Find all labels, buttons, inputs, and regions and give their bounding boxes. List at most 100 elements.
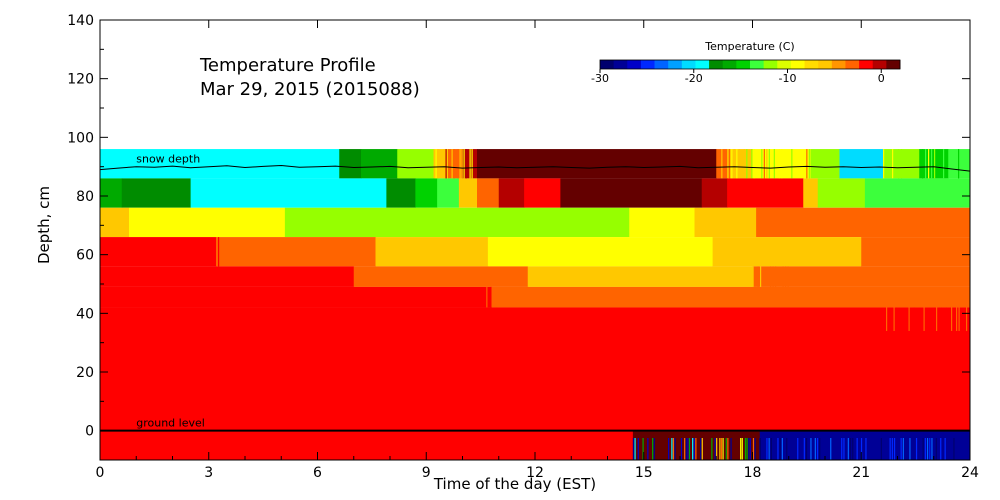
heatmap-cell [433, 149, 449, 179]
heatmap-stripe [653, 438, 655, 460]
heatmap-stripe [770, 438, 772, 460]
colorbar-tick-label: -20 [685, 72, 703, 85]
heatmap-stripe [785, 266, 787, 287]
heatmap-cell [524, 178, 561, 208]
colorbar-swatch [627, 60, 642, 69]
x-axis-title: Time of the day (EST) [433, 475, 596, 493]
x-tick-label: 6 [313, 465, 322, 481]
colorbar-swatch [750, 60, 765, 69]
heatmap-stripe [830, 438, 832, 460]
heatmap-cell [458, 178, 478, 208]
y-tick-label: 20 [76, 365, 94, 381]
heatmap-stripe [714, 438, 716, 460]
transition-stripes [218, 149, 968, 460]
heatmap-stripe [642, 438, 644, 460]
heatmap-stripe [966, 438, 968, 460]
heatmap-stripe [740, 438, 742, 460]
heatmap-cell [948, 149, 971, 179]
heatmap-stripe [692, 438, 694, 460]
heatmap-stripe [711, 438, 713, 460]
heatmap-cell [100, 237, 217, 267]
heatmap-stripe [896, 307, 898, 331]
heatmap-stripe [935, 438, 937, 460]
chart-title: Temperature Profile [199, 55, 376, 76]
heatmap-stripe [685, 438, 687, 460]
heatmap-cell [129, 207, 286, 238]
heatmap-stripe [763, 149, 765, 179]
x-tick-label: 15 [635, 465, 653, 481]
heatmap-stripe [893, 438, 896, 460]
y-tick-label: 40 [76, 306, 94, 322]
heatmap-stripe [712, 438, 715, 460]
heatmap-stripe [768, 149, 770, 179]
colorbar-label: Temperature (C) [704, 40, 794, 53]
heatmap-stripe [926, 438, 929, 460]
heatmap-stripe [806, 149, 808, 179]
heatmap-stripe [933, 307, 935, 331]
heatmap-stripe [843, 438, 845, 460]
heatmap-cell [100, 286, 492, 308]
heatmap-stripe [695, 438, 697, 460]
heatmap-stripe [753, 149, 755, 179]
colorbar-swatch [640, 60, 655, 69]
heatmap-stripe [891, 438, 893, 460]
x-tick-label: 24 [961, 465, 979, 481]
heatmap-stripe [730, 438, 732, 460]
heatmap-stripe [471, 149, 473, 179]
heatmap-stripe [435, 149, 437, 179]
heatmap-stripe [778, 149, 780, 179]
y-tick-label: 0 [85, 424, 94, 440]
heatmap-cell [727, 178, 804, 208]
heatmap-cell [712, 237, 862, 267]
heatmap-stripe [880, 438, 882, 460]
x-axis: 0 3 6 9 12 15 18 21 24 [96, 20, 979, 481]
heatmap-stripe [797, 438, 799, 460]
heatmap-stripe [743, 438, 745, 460]
heatmap-stripe [958, 149, 960, 179]
heatmap-cell [284, 207, 630, 238]
heatmap-stripe [915, 438, 918, 460]
x-tick-label: 12 [526, 465, 544, 481]
heatmap-stripe [814, 438, 816, 460]
heatmap-stripe [925, 149, 927, 179]
heatmap-stripe [459, 149, 461, 179]
colorbar-swatch [600, 60, 615, 69]
heatmap-stripe [805, 438, 808, 460]
heatmap-stripe [942, 438, 944, 460]
heatmap-stripe [451, 149, 453, 179]
colorbar-swatch [709, 60, 724, 69]
heatmap-stripe [940, 438, 942, 460]
heatmap-stripe [722, 438, 724, 460]
heatmap-cell [701, 178, 728, 208]
heatmap-stripe [453, 149, 455, 179]
heatmap-stripe [772, 266, 774, 287]
heatmap-cell [817, 178, 866, 208]
y-tick-label: 120 [67, 72, 94, 88]
heatmap-stripe [860, 438, 863, 460]
heatmap-stripe [913, 307, 915, 331]
heatmap-stripe [751, 149, 753, 179]
heatmap-stripe [680, 438, 683, 460]
colorbar-tick-label: 0 [878, 72, 885, 85]
heatmap-stripe [748, 438, 750, 460]
heatmap-cell [375, 237, 489, 267]
heatmap-stripe [849, 438, 852, 460]
colorbar: -30 -20 -10 0 [591, 59, 901, 85]
heatmap-cell [361, 149, 398, 179]
heatmap-stripe [496, 286, 498, 308]
heatmap-stripe [941, 307, 943, 331]
colorbar-swatch [872, 60, 887, 69]
heatmap-stripe [457, 149, 459, 179]
heatmap-stripe [856, 438, 858, 460]
heatmap-stripe [218, 237, 220, 267]
heatmap-stripe [725, 438, 727, 460]
heatmap-stripe [852, 438, 854, 460]
heatmap-cell [397, 149, 434, 179]
snow-depth-line [99, 164, 971, 172]
heatmap-stripe [854, 438, 856, 460]
heatmap-cell [339, 149, 362, 179]
colorbar-swatch [831, 60, 846, 69]
heatmap-stripe [943, 149, 945, 179]
heatmap-cell [477, 149, 717, 179]
heatmap-stripe [719, 438, 721, 460]
